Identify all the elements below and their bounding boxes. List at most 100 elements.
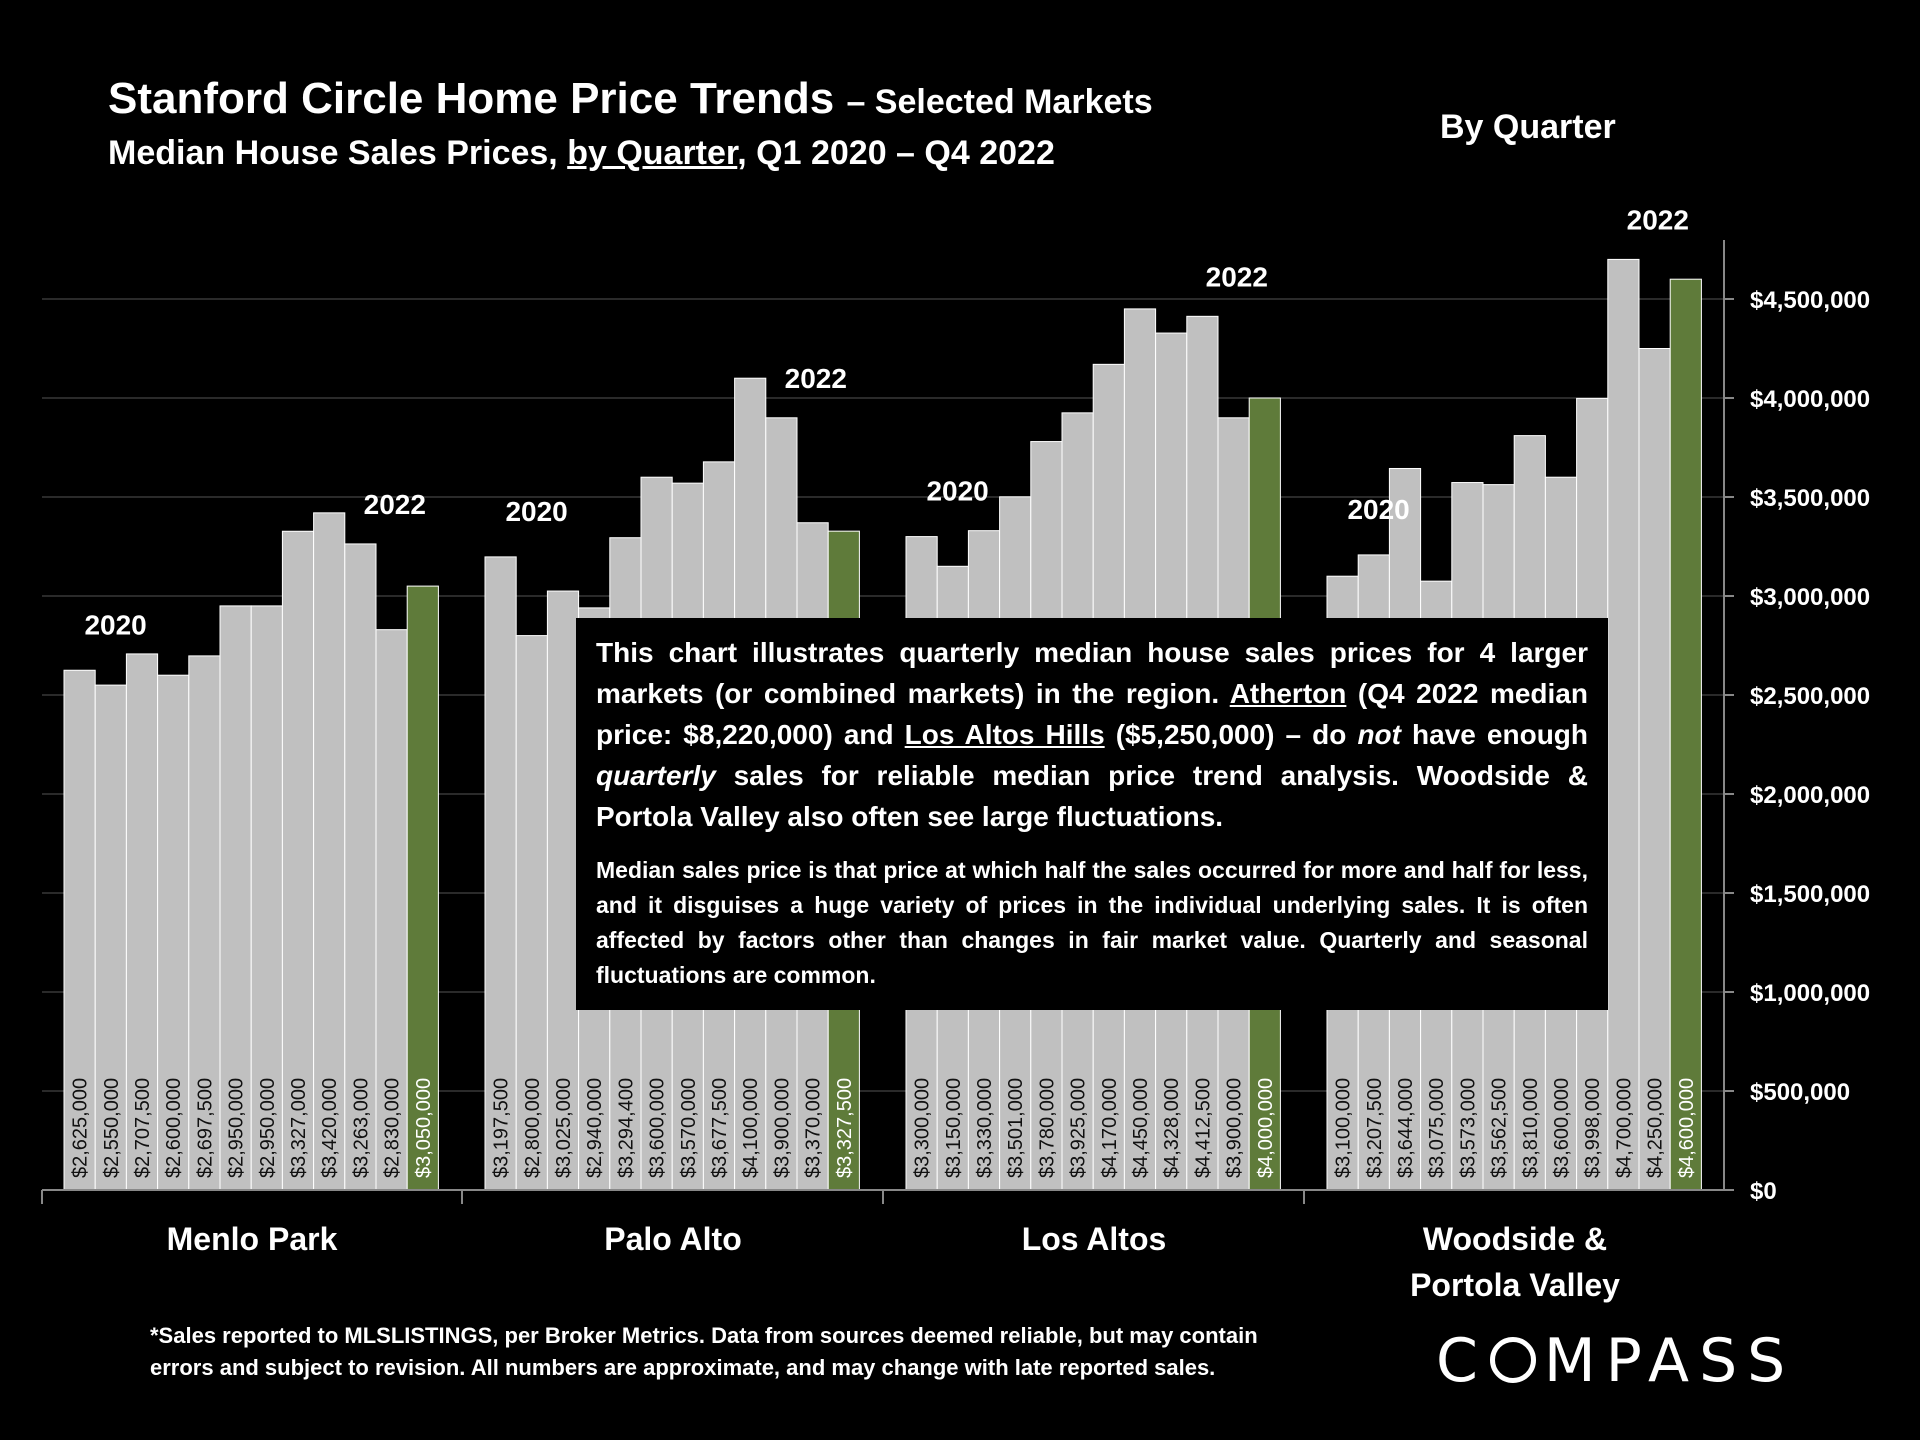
- year-annotation-end: 2022: [1627, 204, 1689, 235]
- bar-value-label: $2,697,500: [194, 1078, 216, 1178]
- logo-circle-icon: [1489, 1337, 1536, 1383]
- info-paragraph-main: This chart illustrates quarterly median …: [596, 632, 1588, 837]
- bar-value-label: $2,800,000: [522, 1078, 544, 1178]
- compass-logo: C MPASS: [1436, 1326, 1795, 1396]
- bar: [484, 556, 517, 1191]
- category-label: Woodside &: [1423, 1221, 1607, 1257]
- bar-value-label: $3,330,000: [974, 1078, 996, 1178]
- bar-value-label: $3,025,000: [553, 1078, 575, 1178]
- bar-value-label: $2,940,000: [584, 1078, 606, 1178]
- bar-value-label: $3,075,000: [1426, 1078, 1448, 1178]
- bar-value-label: $4,000,000: [1255, 1078, 1277, 1178]
- bar-value-label: $3,501,000: [1005, 1078, 1027, 1178]
- year-annotation-start: 2020: [505, 496, 567, 527]
- info-not: not: [1357, 719, 1401, 750]
- y-tick-label: $500,000: [1750, 1079, 1850, 1106]
- category-label: Portola Valley: [1410, 1267, 1620, 1303]
- bar-value-label: $3,263,000: [350, 1078, 372, 1178]
- bar: [188, 655, 221, 1191]
- bar-value-label: $3,197,500: [491, 1078, 513, 1178]
- subtitle-pre: Median House Sales Prices,: [108, 134, 568, 172]
- category-label: Menlo Park: [167, 1221, 338, 1257]
- bar-value-label: $3,300,000: [912, 1078, 934, 1178]
- bar-value-label: $4,450,000: [1130, 1078, 1152, 1178]
- bar: [375, 629, 408, 1191]
- logo-text-pre: C: [1436, 1326, 1488, 1396]
- logo-text-post: MPASS: [1543, 1326, 1796, 1396]
- info-los-altos-hills: Los Altos Hills: [904, 719, 1105, 750]
- bar: [219, 605, 252, 1191]
- bar-value-label: $4,250,000: [1645, 1078, 1667, 1178]
- bar-value-label: $2,550,000: [101, 1078, 123, 1178]
- year-annotation-end: 2022: [1206, 261, 1268, 292]
- y-tick-label: $1,000,000: [1750, 980, 1870, 1007]
- bar-value-label: $2,950,000: [257, 1078, 279, 1178]
- year-annotation-start: 2020: [926, 476, 988, 507]
- y-tick-label: $3,500,000: [1750, 485, 1870, 512]
- bar: [406, 585, 439, 1191]
- bar-value-label: $4,328,000: [1161, 1078, 1183, 1178]
- bar-value-label: $3,780,000: [1036, 1078, 1058, 1178]
- bar: [313, 512, 346, 1191]
- bar-value-label: $3,570,000: [678, 1078, 700, 1178]
- bar-value-label: $2,830,000: [382, 1078, 404, 1178]
- y-tick-label: $1,500,000: [1750, 881, 1870, 908]
- bar-value-label: $2,600,000: [163, 1078, 185, 1178]
- bar-value-label: $4,412,500: [1192, 1078, 1214, 1178]
- bar-value-label: $3,294,400: [615, 1078, 637, 1178]
- bar-value-label: $2,625,000: [70, 1078, 92, 1178]
- bar-value-label: $3,900,000: [1224, 1078, 1246, 1178]
- bar-value-label: $3,677,500: [709, 1078, 731, 1178]
- y-tick-label: $4,000,000: [1750, 386, 1870, 413]
- bar: [1638, 348, 1671, 1191]
- info-box: This chart illustrates quarterly median …: [576, 618, 1608, 1010]
- footer-note: *Sales reported to MLSLISTINGS, per Brok…: [150, 1320, 1258, 1384]
- bar-value-label: $3,925,000: [1068, 1078, 1090, 1178]
- bar-value-label: $3,050,000: [413, 1078, 435, 1178]
- bar-value-label: $3,644,000: [1395, 1078, 1417, 1178]
- category-label: Los Altos: [1022, 1221, 1167, 1257]
- bar: [250, 605, 283, 1191]
- chart-subtitle: Median House Sales Prices, by Quarter, Q…: [108, 134, 1153, 173]
- bar-value-label: $4,600,000: [1676, 1078, 1698, 1178]
- info-text-e: sales for reliable median price trend an…: [596, 760, 1588, 832]
- year-annotation-start: 2020: [1347, 494, 1409, 525]
- y-tick-label: $3,000,000: [1750, 584, 1870, 611]
- subtitle-post: , Q1 2020 – Q4 2022: [737, 134, 1055, 172]
- chart-title: Stanford Circle Home Price Trends – Sele…: [108, 74, 1153, 124]
- bar: [515, 635, 548, 1191]
- bar: [1669, 278, 1702, 1191]
- category-label: Palo Alto: [604, 1221, 741, 1257]
- info-text-a: This chart illustrates quarterly median …: [596, 637, 1588, 709]
- title-main: Stanford Circle Home Price Trends: [108, 74, 835, 123]
- bar-value-label: $2,950,000: [226, 1078, 248, 1178]
- bar-value-label: $4,700,000: [1613, 1078, 1635, 1178]
- info-text-c: ($5,250,000) – do: [1104, 719, 1358, 750]
- bar-value-label: $3,207,500: [1364, 1078, 1386, 1178]
- bar-value-label: $3,100,000: [1333, 1078, 1355, 1178]
- info-text-d: have enough: [1400, 719, 1589, 750]
- bar-value-label: $3,600,000: [647, 1078, 669, 1178]
- bar-value-label: $3,150,000: [943, 1078, 965, 1178]
- bar: [157, 674, 190, 1191]
- bar-value-label: $3,562,500: [1489, 1078, 1511, 1178]
- by-quarter-label: By Quarter: [1440, 108, 1616, 146]
- bar-value-label: $3,327,500: [834, 1078, 856, 1178]
- y-tick-label: $2,500,000: [1750, 683, 1870, 710]
- y-tick-label: $0: [1750, 1178, 1777, 1205]
- bar-value-label: $3,573,000: [1457, 1078, 1479, 1178]
- year-annotation-start: 2020: [84, 609, 146, 640]
- bar-value-label: $3,600,000: [1551, 1078, 1573, 1178]
- bar-value-label: $3,900,000: [771, 1078, 793, 1178]
- title-block: Stanford Circle Home Price Trends – Sele…: [108, 74, 1153, 173]
- bar-value-label: $2,707,500: [132, 1078, 154, 1178]
- year-annotation-end: 2022: [785, 363, 847, 394]
- bar-value-label: $3,420,000: [319, 1078, 341, 1178]
- footer-line-2: errors and subject to revision. All numb…: [150, 1355, 1216, 1380]
- info-text-b: (Q4 2022 median price: $8,220,000) and: [596, 678, 1588, 750]
- bar-value-label: $3,327,000: [288, 1078, 310, 1178]
- year-annotation-end: 2022: [364, 489, 426, 520]
- bar-value-label: $3,998,000: [1582, 1078, 1604, 1178]
- bar-value-label: $3,810,000: [1520, 1078, 1542, 1178]
- bar: [344, 543, 377, 1191]
